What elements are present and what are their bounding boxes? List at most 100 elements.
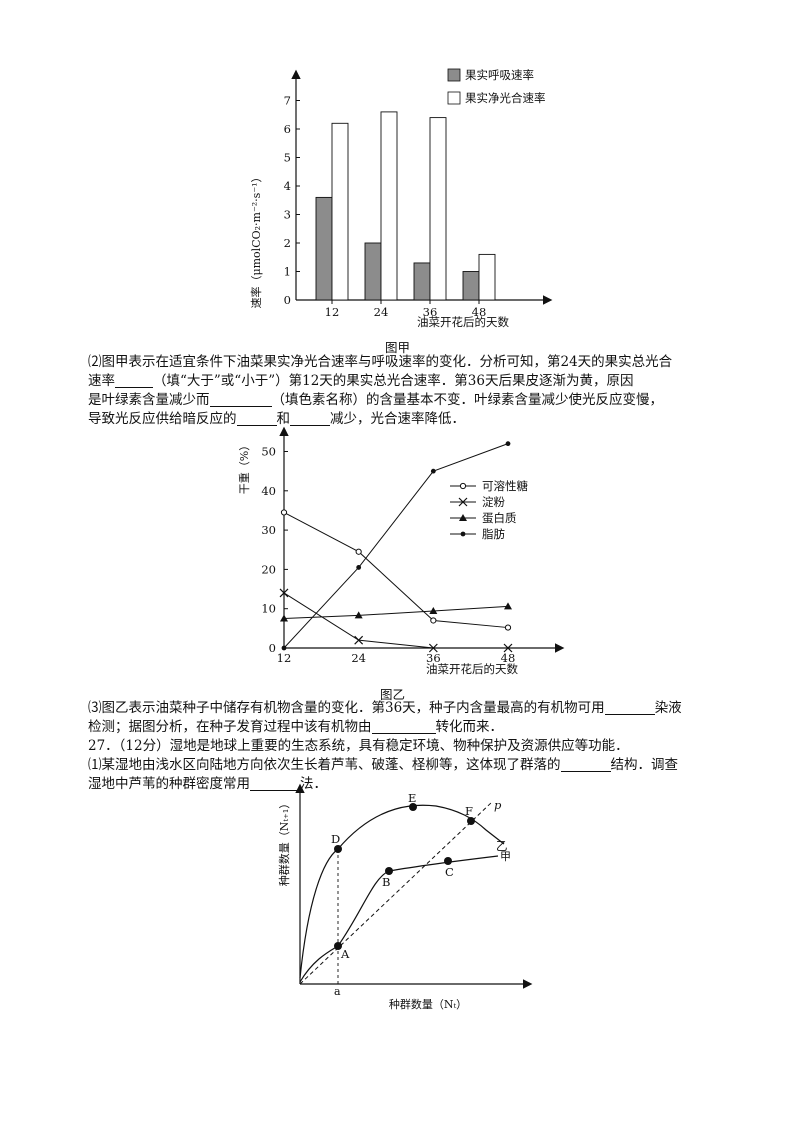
bar-respiration [413, 262, 431, 301]
q2-line-1: ⑵图甲表示在适宜条件下油菜果实净光合速率与呼吸速率的变化．分析可知，第24天的果… [88, 354, 673, 370]
bar-y-tick-label: 6 [284, 122, 291, 136]
population-curve-figure: A B C D E F p 乙 甲 a 种群数量（Nₜ） 种群数量（Nₜ₊₁） [277, 783, 533, 1011]
bar-x-tick-label: 12 [325, 305, 340, 319]
legend-swatch-respiration [447, 68, 461, 82]
figure-b-caption: 图乙 [380, 687, 406, 702]
marker-fat [356, 565, 362, 570]
q2-blank-3[interactable] [236, 411, 277, 426]
bar-y-tick-label: 0 [284, 293, 291, 307]
label-a: A [340, 947, 350, 961]
marker-protein [280, 614, 288, 622]
point-a [334, 942, 342, 950]
line-x-tick-label: 36 [426, 651, 441, 665]
q3-blank-1[interactable] [604, 700, 655, 715]
series-line-soluble-sugar [283, 511, 509, 629]
marker-fat [430, 468, 436, 474]
legend-marker-fat [460, 531, 466, 537]
marker-fat [505, 441, 511, 447]
label-jia: 甲 [500, 850, 511, 863]
bar-respiration [315, 196, 333, 301]
bar-net-photosynthesis [478, 253, 496, 301]
figure-a-caption: 图甲 [385, 340, 411, 355]
marker-starch [503, 643, 513, 653]
bar-x-tick-label: 48 [472, 305, 487, 319]
q3-line-1b: 染液 [654, 700, 682, 716]
marker-starch [354, 635, 364, 645]
q27-line-3a: 湿地中芦苇的种群密度常用 [88, 776, 250, 792]
label-b: B [382, 875, 390, 889]
q27-blank-1[interactable] [560, 757, 611, 772]
legend-label-soluble-sugar: 可溶性糖 [482, 479, 528, 493]
legend-label-protein: 蛋白质 [482, 511, 517, 525]
bar-net-photosynthesis [429, 117, 447, 301]
legend-marker-soluble-sugar [459, 482, 467, 490]
line-y-tick-label: 20 [261, 562, 276, 576]
q2-blank-1[interactable] [115, 373, 153, 388]
bar-chart-x-label: 油菜开花后的天数 [417, 315, 509, 329]
marker-soluble-sugar [504, 624, 512, 631]
bar-net-photosynthesis [331, 122, 349, 301]
marker-protein [354, 611, 363, 619]
legend-label-respiration: 果实呼吸速率 [465, 68, 534, 82]
bar-respiration [364, 242, 382, 301]
legend-label-net-photosynthesis: 果实净光合速率 [465, 91, 546, 105]
bar-chart-y-label: 速率（μmolCO₂·m⁻²·s⁻¹） [249, 171, 263, 308]
bar-y-tick-label: 2 [284, 236, 291, 250]
line-chart-series [279, 441, 513, 653]
curve-p-line [299, 801, 493, 985]
q27-line-1: 27．（12分）湿地是地球上重要的生态系统，具有稳定环境、物种保护及资源供应等功… [88, 738, 629, 754]
bar-x-tick-label: 24 [374, 305, 389, 319]
marker-starch [279, 588, 289, 598]
q2-line-4c: 减少，光合速率降低． [330, 411, 465, 427]
legend-marker-starch [458, 497, 468, 507]
population-x-label: 种群数量（Nₜ） [389, 997, 467, 1011]
legend-swatch-net-photosynthesis [447, 91, 461, 105]
point-e [409, 803, 417, 811]
q2-blank-4[interactable] [290, 411, 330, 426]
q27-line-2a: ⑴某湿地由浅水区向陆地方向依次生长着芦苇、破蓬、柽柳等，这体现了群落的 [88, 757, 561, 773]
bar-x-tick-label: 36 [423, 305, 438, 319]
label-yi: 乙 [496, 839, 508, 853]
q3-line-1a: ⑶图乙表示油菜种子中储存有机物含量的变化．第36天，种子内含量最高的有机物可用 [88, 700, 605, 716]
bar-y-tick-label: 5 [284, 151, 291, 165]
q27-blank-2[interactable] [250, 776, 300, 791]
line-y-tick-label: 30 [261, 523, 276, 537]
series-line-fat [283, 443, 509, 649]
marker-starch [428, 643, 438, 653]
series-line-protein [283, 605, 509, 620]
label-a-tick: a [334, 985, 341, 998]
legend-label-fat: 脂肪 [482, 527, 505, 541]
bar-chart-bars [315, 111, 496, 301]
q2-line-4b: 和 [276, 411, 291, 427]
label-d: D [331, 832, 340, 846]
line-y-tick-label: 10 [261, 602, 276, 616]
bar-y-tick-label: 4 [284, 179, 291, 193]
curve-yi [299, 804, 505, 979]
q3-line-2a: 检测；据图分析，在种子发育过程中该有机物由 [88, 719, 372, 735]
line-chart-tick-labels: 0 10 20 30 40 50 12 24 36 48 [261, 445, 515, 666]
q27-line-2b: 结构．调查 [610, 757, 679, 773]
bar-net-photosynthesis [380, 111, 398, 301]
label-f: F [465, 804, 473, 818]
marker-soluble-sugar [355, 548, 362, 555]
line-chart-axes [279, 426, 565, 653]
q2-line-2a: 速率 [88, 373, 115, 389]
q2-line-2b: （填“大于”或“小于”）第12天的果实总光合速率．第36天后果皮逐渐为黄，原因 [153, 373, 634, 389]
q3-blank-2[interactable] [371, 719, 436, 734]
point-f [467, 817, 475, 825]
bar-respiration [462, 271, 480, 301]
bar-y-tick-label: 3 [284, 208, 291, 222]
marker-soluble-sugar [280, 509, 288, 516]
marker-fat [281, 645, 287, 651]
question-3: ⑶图乙表示油菜种子中储存有机物含量的变化．第36天，种子内含量最高的有机物可用 染… [88, 699, 728, 794]
question-2: ⑵图甲表示在适宜条件下油菜果实净光合速率与呼吸速率的变化．分析可知，第24天的果… [88, 353, 728, 429]
q3-line-2b: 转化而来． [435, 719, 504, 735]
marker-protein [429, 607, 438, 615]
series-line-starch [283, 592, 508, 649]
legend-label-starch: 淀粉 [482, 495, 505, 509]
legend-marker-protein [459, 514, 467, 521]
q2-line-3b: （填色素名称）的含量基本不变．叶绿素含量减少使光反应变慢， [271, 392, 664, 408]
line-chart-y-label: 干重（%） [237, 440, 251, 494]
q2-blank-2[interactable] [209, 392, 272, 407]
